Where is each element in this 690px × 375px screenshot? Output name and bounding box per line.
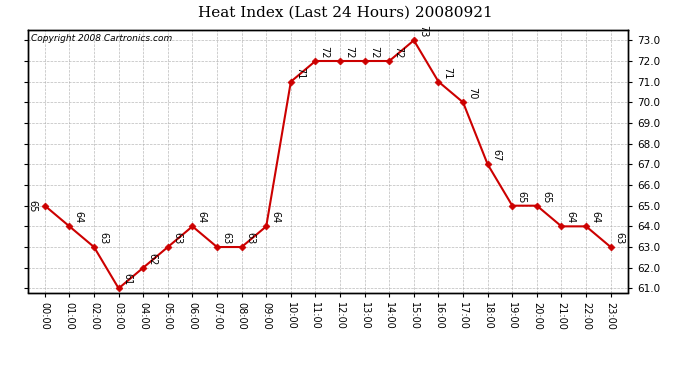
Text: 63: 63 xyxy=(221,232,231,244)
Text: 64: 64 xyxy=(590,211,600,223)
Text: 71: 71 xyxy=(442,66,453,79)
Text: 63: 63 xyxy=(615,232,625,244)
Text: 65: 65 xyxy=(28,200,37,212)
Text: 61: 61 xyxy=(123,273,132,286)
Text: 67: 67 xyxy=(492,149,502,162)
Text: Copyright 2008 Cartronics.com: Copyright 2008 Cartronics.com xyxy=(30,34,172,43)
Text: 62: 62 xyxy=(148,252,157,265)
Text: 64: 64 xyxy=(270,211,280,223)
Text: 70: 70 xyxy=(467,87,477,100)
Text: 65: 65 xyxy=(541,190,551,203)
Text: 72: 72 xyxy=(319,46,330,58)
Text: 63: 63 xyxy=(172,232,182,244)
Text: 72: 72 xyxy=(344,46,354,58)
Text: 64: 64 xyxy=(566,211,575,223)
Text: 63: 63 xyxy=(98,232,108,244)
Text: Heat Index (Last 24 Hours) 20080921: Heat Index (Last 24 Hours) 20080921 xyxy=(197,6,493,20)
Text: 64: 64 xyxy=(197,211,206,223)
Text: 63: 63 xyxy=(246,232,256,244)
Text: 72: 72 xyxy=(369,46,379,58)
Text: 73: 73 xyxy=(418,25,428,38)
Text: 64: 64 xyxy=(74,211,83,223)
Text: 72: 72 xyxy=(393,46,404,58)
Text: 71: 71 xyxy=(295,66,305,79)
Text: 65: 65 xyxy=(516,190,526,203)
